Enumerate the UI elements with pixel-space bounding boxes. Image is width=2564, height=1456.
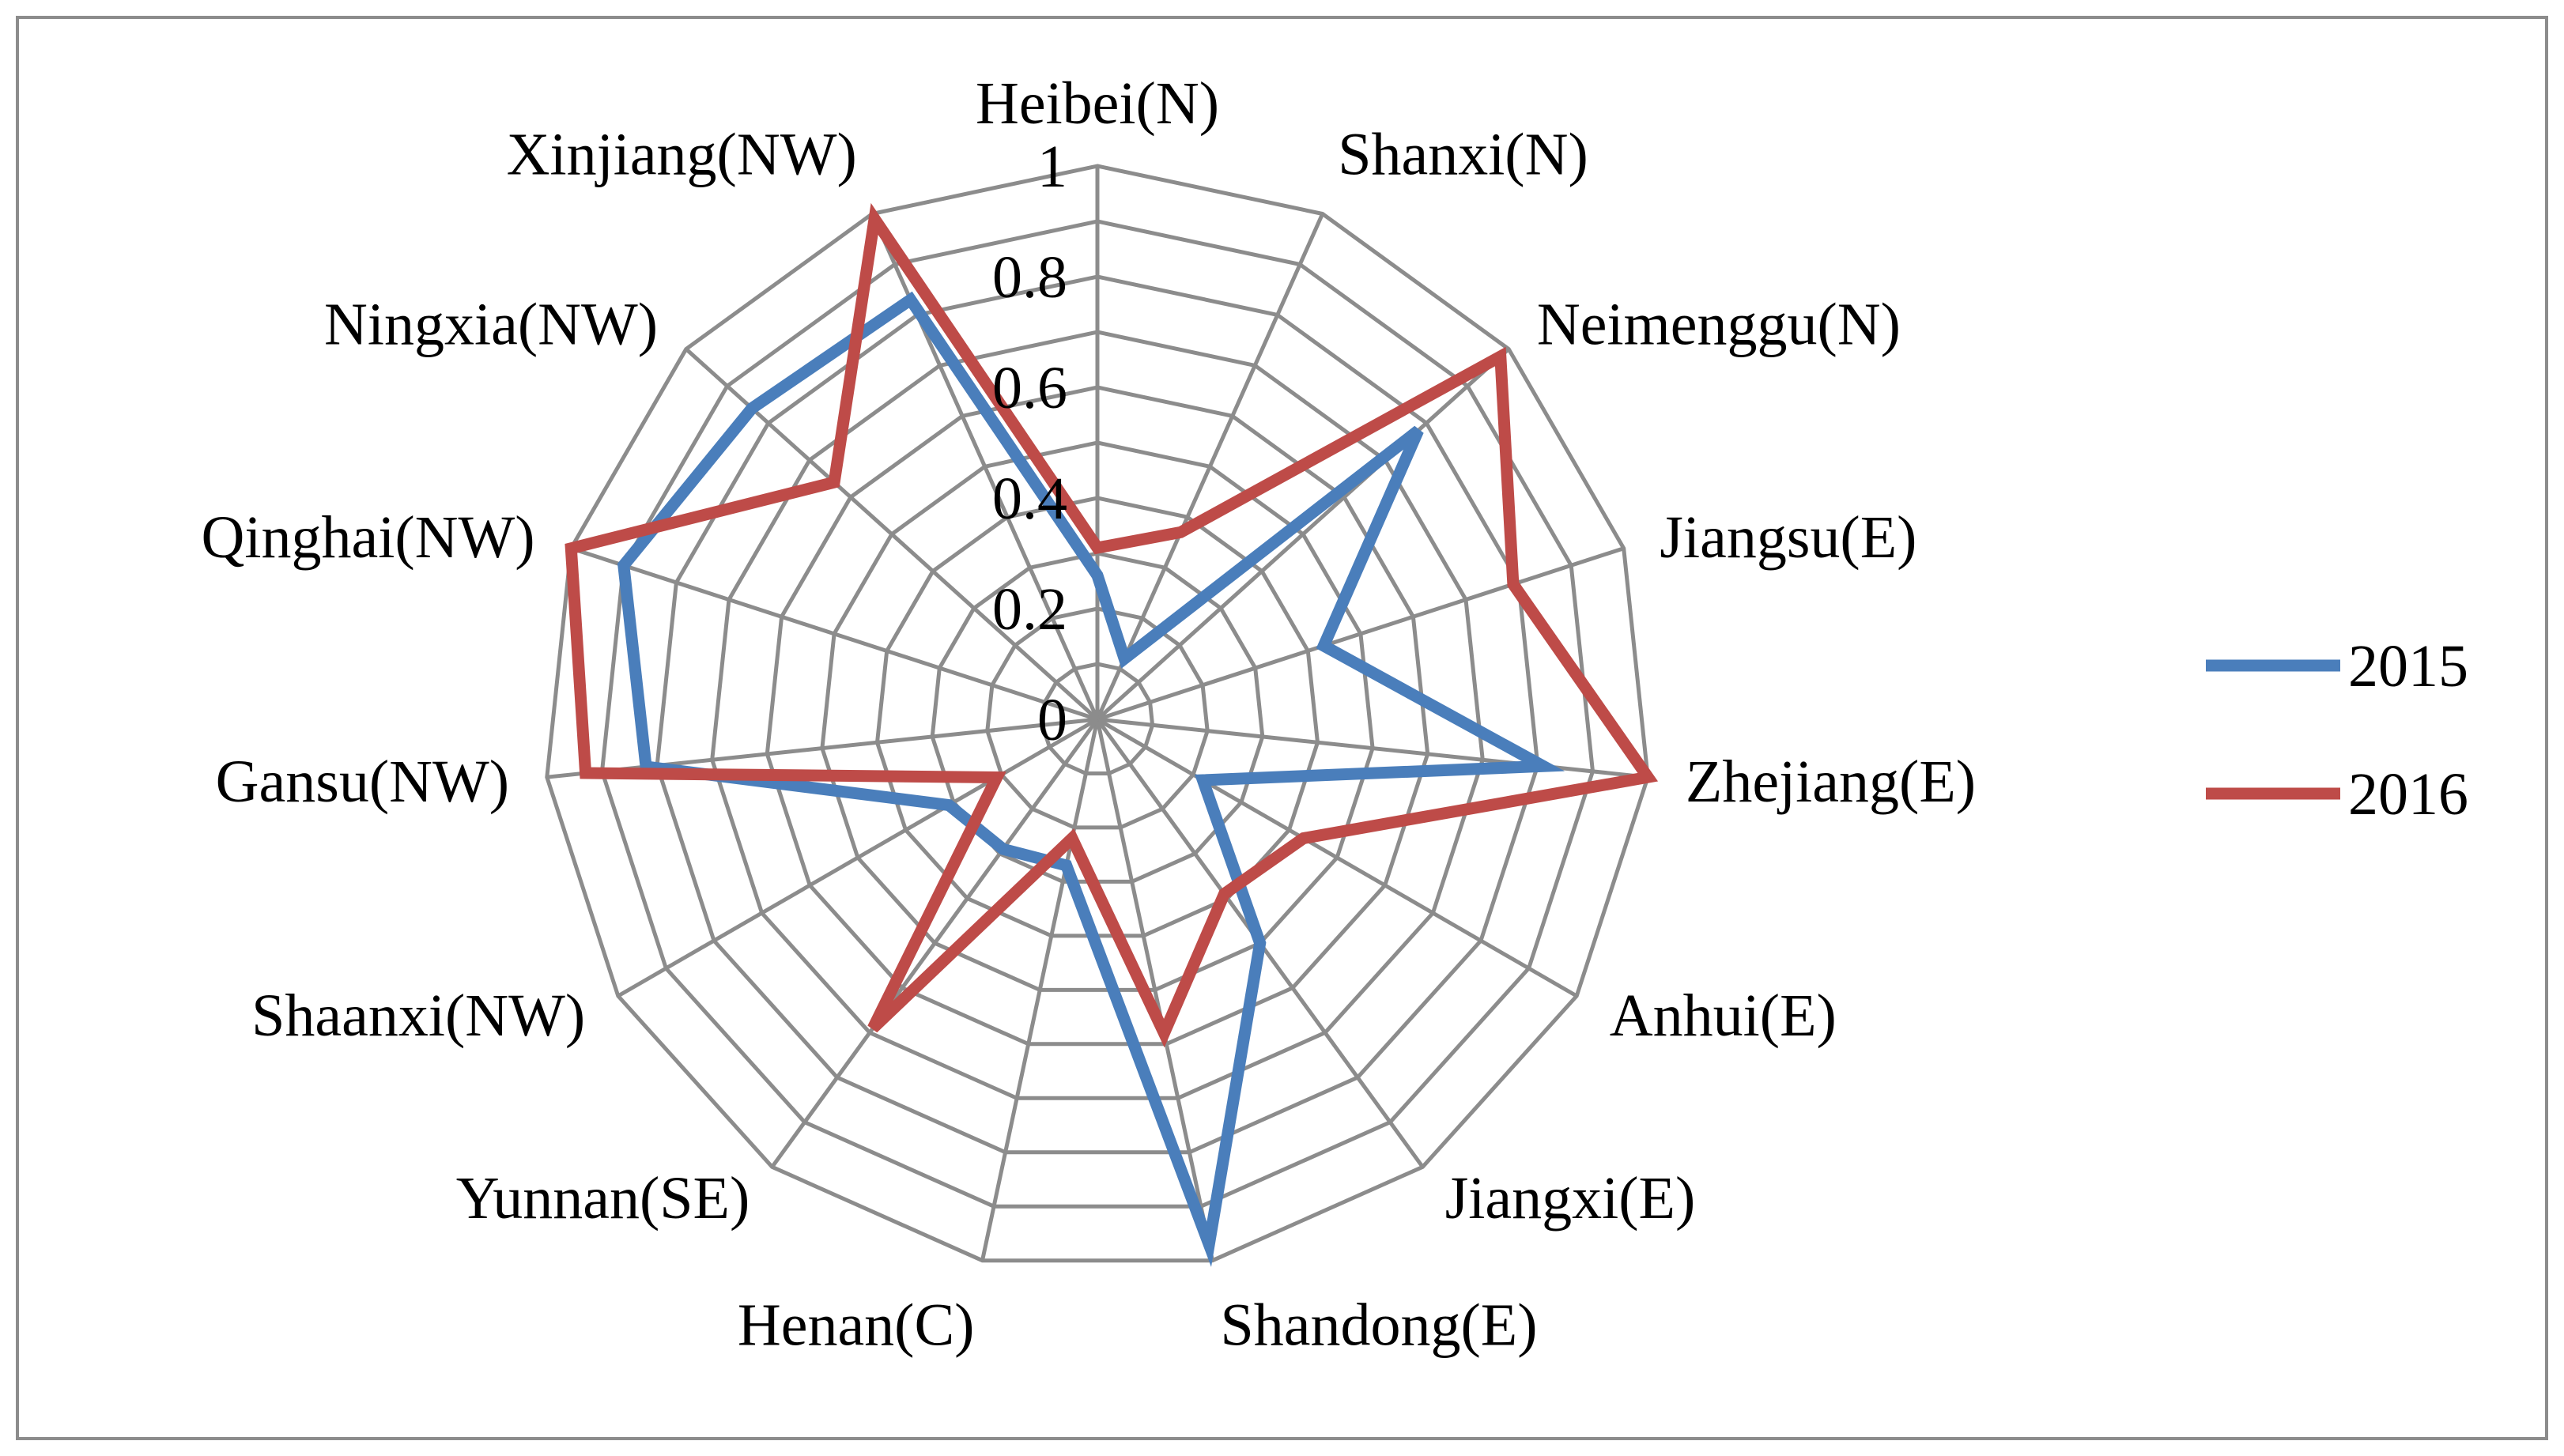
radial-tick-label: 0 <box>1037 687 1067 753</box>
radial-tick-label: 0.6 <box>992 355 1067 421</box>
grid-ring <box>985 606 1210 830</box>
radar-series <box>565 202 1659 1267</box>
category-label: Zhejiang(E) <box>1686 749 1976 815</box>
grid-spoke <box>1096 717 1578 998</box>
category-label: Heibei(N) <box>976 70 1219 137</box>
grid-spoke <box>770 718 1100 1168</box>
grid-ring <box>545 164 1650 1263</box>
series-line-2015 <box>617 291 1565 1267</box>
category-labels: Heibei(N) Shanxi(N) Neimenggu(N) Jiangsu(E)… <box>202 70 1977 1359</box>
category-label: Neimenggu(N) <box>1537 292 1901 358</box>
grid-spoke <box>570 546 1098 722</box>
category-label: Henan(C) <box>738 1292 975 1359</box>
radial-tick-label: 0.4 <box>992 466 1067 532</box>
legend-label-2016: 2016 <box>2348 761 2468 828</box>
grid-spoke <box>1095 213 1324 721</box>
grid-ring <box>710 330 1485 1100</box>
category-label: Jiangxi(E) <box>1445 1165 1696 1232</box>
series-line-2016 <box>565 202 1659 1048</box>
category-label: Anhui(E) <box>1610 983 1837 1049</box>
category-label: Shandong(E) <box>1221 1292 1538 1359</box>
category-label: Qinghai(NW) <box>202 504 535 571</box>
category-label: Shaanxi(NW) <box>251 983 585 1049</box>
grid-ring <box>1040 662 1155 775</box>
chart-frame <box>16 16 2548 1440</box>
category-label: Jiangsu(E) <box>1660 504 1916 571</box>
grid-ring <box>599 219 1595 1209</box>
grid-ring <box>655 274 1540 1155</box>
category-label: Yunnan(SE) <box>456 1165 750 1232</box>
legend-label-2015: 2015 <box>2348 633 2468 700</box>
category-label: Ningxia(NW) <box>324 292 658 358</box>
grid-ring <box>765 385 1430 1047</box>
radar-grid <box>545 164 1650 1263</box>
grid-spoke <box>1096 347 1510 721</box>
grid-ring <box>820 440 1375 992</box>
grid-spoke <box>1097 546 1625 722</box>
radial-tick-label: 1 <box>1037 134 1067 200</box>
radial-tick-label: 0.2 <box>992 576 1067 643</box>
grid-spoke <box>1095 719 1214 1262</box>
grid-spoke <box>546 717 1098 779</box>
radial-tick-labels: 0 0.2 0.4 0.6 0.8 1 <box>992 134 1067 753</box>
category-label: Gansu(NW) <box>216 749 509 815</box>
category-label: Xinjiang(NW) <box>507 122 857 188</box>
grid-spoke <box>617 717 1099 998</box>
grid-spoke <box>980 719 1100 1262</box>
legend: 2015 2016 <box>2206 633 2468 828</box>
category-label: Shanxi(N) <box>1338 122 1588 188</box>
radial-tick-label: 0.8 <box>992 244 1067 311</box>
